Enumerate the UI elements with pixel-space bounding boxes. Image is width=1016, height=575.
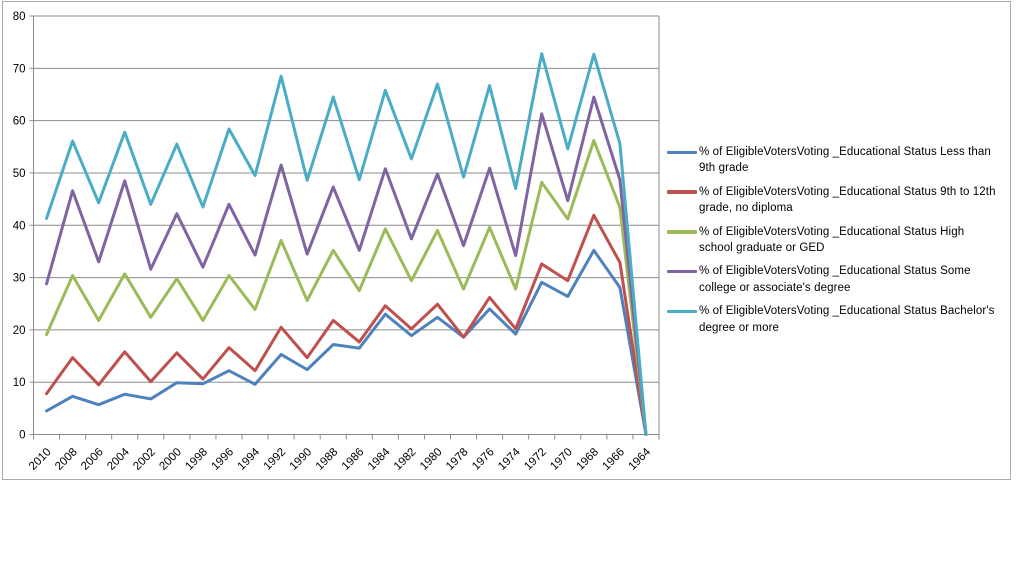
- y-tick-label: 50: [13, 168, 26, 180]
- x-tick-label-1990: 1990: [288, 446, 315, 473]
- x-tick-label-2004: 2004: [105, 446, 132, 473]
- legend-label: % of EligibleVotersVoting _Educational S…: [699, 265, 971, 294]
- y-tick-label: 40: [13, 220, 26, 232]
- x-tick-label-2008: 2008: [53, 446, 80, 473]
- y-tick-label: 30: [13, 273, 26, 285]
- x-tick-label-1972: 1972: [522, 446, 549, 473]
- y-tick-label: 10: [13, 377, 26, 389]
- x-tick-label-1996: 1996: [210, 446, 237, 473]
- x-tick-label-1976: 1976: [470, 446, 497, 473]
- legend-item-less-than-9th-grade: % of EligibleVotersVoting _Educational S…: [667, 144, 997, 177]
- y-tick-label: 70: [13, 63, 26, 75]
- x-tick-label-1994: 1994: [236, 446, 263, 473]
- legend-item-9th-to-12th-grade-no-diploma: % of EligibleVotersVoting _Educational S…: [667, 184, 997, 217]
- series-line-less-than-9th-grade: [45, 248, 648, 436]
- x-tick-label-1974: 1974: [496, 446, 523, 473]
- legend-label: % of EligibleVotersVoting _Educational S…: [699, 305, 995, 334]
- x-tick-label-1988: 1988: [314, 446, 341, 473]
- legend-item-high-school-graduate-or-ged: % of EligibleVotersVoting _Educational S…: [667, 224, 997, 257]
- y-tick-label: 80: [13, 11, 26, 23]
- legend-label: % of EligibleVotersVoting _Educational S…: [699, 225, 965, 255]
- chart-legend: % of EligibleVotersVoting _Educational S…: [667, 144, 997, 343]
- legend-line-marker: [667, 309, 697, 314]
- x-tick-label-2000: 2000: [157, 446, 184, 473]
- x-tick-label-2002: 2002: [131, 446, 158, 473]
- x-tick-label-1970: 1970: [548, 446, 575, 473]
- x-tick-label-1980: 1980: [418, 446, 445, 473]
- series-line-high-school-graduate-or-ged: [45, 139, 648, 436]
- x-tick-label-1964: 1964: [627, 446, 654, 473]
- y-tick-label: 0: [19, 430, 25, 442]
- line-chart-plot: 0 10 20 30 40 50 60 70 80 2010 2008 2006 2004 2002 200…: [13, 11, 660, 473]
- legend-line-marker: [667, 269, 697, 274]
- legend-label: % of EligibleVotersVoting _Educational S…: [699, 146, 991, 175]
- series-line-bachelors-degree-or-more: [45, 52, 648, 436]
- x-tick-label-1984: 1984: [366, 446, 393, 473]
- y-tick-label: 20: [13, 325, 26, 337]
- legend-line-marker: [667, 230, 697, 234]
- x-tick-label-1986: 1986: [340, 446, 367, 473]
- legend-line-marker: [667, 150, 697, 154]
- chart-frame: 0 10 20 30 40 50 60 70 80 2010 2008 2006 2004 2002 200…: [2, 1, 1011, 480]
- x-tick-label-2010: 2010: [27, 446, 54, 473]
- x-tick-label-1968: 1968: [574, 446, 601, 473]
- y-tick-label: 60: [13, 116, 26, 128]
- legend-item-some-college-or-associates-degree: % of EligibleVotersVoting _Educational S…: [667, 263, 997, 296]
- series-line-9th-to-12th-grade-no-diploma: [45, 213, 648, 436]
- series-line-some-college-or-associates-degree: [45, 95, 648, 436]
- x-tick-label-1966: 1966: [600, 446, 627, 473]
- legend-line-marker: [667, 190, 697, 194]
- x-tick-label-1998: 1998: [183, 446, 210, 473]
- x-tick-label-1982: 1982: [392, 446, 419, 473]
- legend-item-bachelors-degree-or-more: % of EligibleVotersVoting _Educational S…: [667, 303, 997, 336]
- legend-label: % of EligibleVotersVoting _Educational S…: [699, 185, 996, 215]
- x-tick-label-1992: 1992: [262, 446, 289, 473]
- x-tick-label-2006: 2006: [79, 446, 106, 473]
- x-tick-label-1978: 1978: [444, 446, 471, 473]
